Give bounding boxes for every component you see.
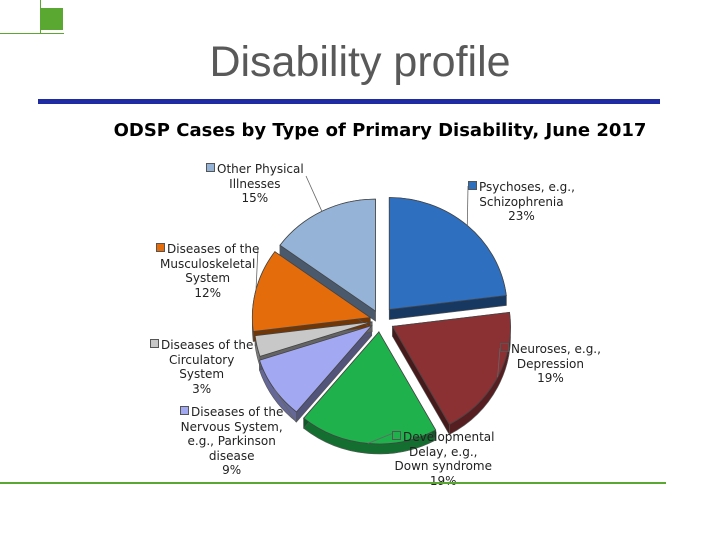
leader-line-nervous-system <box>273 388 297 423</box>
slice-label-line: Psychoses, e.g., <box>468 180 575 195</box>
slice-label-line: Neuroses, e.g., <box>500 342 601 357</box>
legend-swatch <box>180 406 189 415</box>
decorative-green-square <box>41 8 63 30</box>
leader-line-developmental <box>367 431 397 444</box>
slice-label-line: Diseases of the <box>156 242 259 257</box>
slice-label-musculoskeletal: Diseases of the Musculoskeletal System 12% <box>156 242 259 300</box>
slice-label-developmental: Developmental Delay, e.g., Down syndrome 19… <box>392 430 494 488</box>
slice-percent: 12% <box>194 285 221 300</box>
decorative-vertical-line <box>40 0 41 34</box>
slice-label-line: Delay, e.g., <box>409 444 478 459</box>
slice-percent: 15% <box>241 191 269 205</box>
pie-slice-other-physical <box>279 198 376 312</box>
leader-line-other-physical <box>305 175 323 212</box>
slice-label-line: Musculoskeletal <box>159 256 256 271</box>
legend-swatch <box>468 181 477 190</box>
title-underline <box>38 99 660 104</box>
decorative-horizontal-line <box>0 33 64 34</box>
slice-label-line: Nervous System, <box>180 419 283 434</box>
slice-label-neuroses: Neuroses, e.g., Depression 19% <box>500 342 601 386</box>
slice-label-line: Illnesses <box>229 176 281 191</box>
leader-line-neuroses <box>497 347 501 378</box>
slice-label-line: Schizophrenia <box>479 194 564 209</box>
slice-label-line: Circulatory <box>168 352 235 367</box>
pie-slice-neuroses <box>391 311 511 426</box>
slice-percent: 23% <box>508 209 535 223</box>
slice-label-line: Depression <box>516 356 584 371</box>
slice-label-psychoses: Psychoses, e.g., Schizophrenia 23% <box>468 180 575 224</box>
pie-slice-psychoses <box>388 197 507 310</box>
bottom-rule <box>0 482 666 484</box>
slice-label-line: Diseases of the <box>180 405 283 420</box>
slice-label-line: System <box>185 271 231 285</box>
slice-label-other-physical: Other Physical Illnesses 15% <box>206 162 304 206</box>
slice-percent: 19% <box>537 371 564 385</box>
legend-swatch <box>206 163 215 172</box>
slice-label-line: Other Physical <box>206 162 304 177</box>
slice-label-line: e.g., Parkinson <box>187 434 276 448</box>
leader-line-psychoses <box>466 185 469 226</box>
slice-percent: 19% <box>429 473 457 488</box>
slide-title: Disability profile <box>209 38 511 86</box>
slice-label-line: Developmental <box>392 430 494 445</box>
slice-label-circulatory: Diseases of the Circulatory System 3% <box>150 338 253 396</box>
leader-line-musculoskeletal <box>255 247 259 290</box>
slice-percent: 3% <box>192 381 212 396</box>
chart-title: ODSP Cases by Type of Primary Disability… <box>113 120 647 141</box>
slice-percent: 9% <box>222 463 242 477</box>
legend-swatch <box>150 339 159 348</box>
legend-swatch <box>500 343 509 352</box>
slice-label-line: disease <box>208 448 255 463</box>
slice-label-line: System <box>179 367 225 381</box>
legend-swatch <box>156 243 165 252</box>
slice-label-line: Diseases of the <box>150 338 253 353</box>
slice-label-nervous-system: Diseases of the Nervous System, e.g., Park… <box>180 405 283 478</box>
slice-label-line: Down syndrome <box>394 459 492 473</box>
legend-swatch <box>392 431 401 440</box>
